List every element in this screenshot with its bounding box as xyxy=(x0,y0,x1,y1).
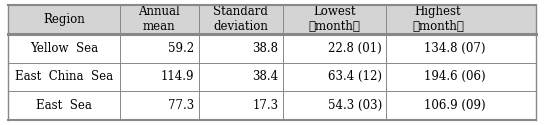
Text: 134.8 (07): 134.8 (07) xyxy=(424,42,485,55)
Text: 38.4: 38.4 xyxy=(252,70,279,83)
Text: 22.8 (01): 22.8 (01) xyxy=(328,42,382,55)
Text: 17.3: 17.3 xyxy=(252,99,279,112)
Bar xyxy=(8,5,536,34)
Text: Lowest
（month）: Lowest （month） xyxy=(308,5,361,33)
Text: 106.9 (09): 106.9 (09) xyxy=(424,99,485,112)
Text: Highest
（month）: Highest （month） xyxy=(412,5,464,33)
Text: 38.8: 38.8 xyxy=(252,42,279,55)
Text: East  China  Sea: East China Sea xyxy=(15,70,113,83)
Text: Yellow  Sea: Yellow Sea xyxy=(30,42,98,55)
Text: 59.2: 59.2 xyxy=(168,42,194,55)
Text: 77.3: 77.3 xyxy=(168,99,194,112)
Text: Standard
deviation: Standard deviation xyxy=(213,5,268,33)
Text: Region: Region xyxy=(43,13,85,26)
Text: Annual
mean: Annual mean xyxy=(138,5,180,33)
Text: 54.3 (03): 54.3 (03) xyxy=(327,99,382,112)
Text: East  Sea: East Sea xyxy=(36,99,92,112)
Text: 114.9: 114.9 xyxy=(160,70,194,83)
Text: 63.4 (12): 63.4 (12) xyxy=(328,70,382,83)
Text: 194.6 (06): 194.6 (06) xyxy=(424,70,485,83)
